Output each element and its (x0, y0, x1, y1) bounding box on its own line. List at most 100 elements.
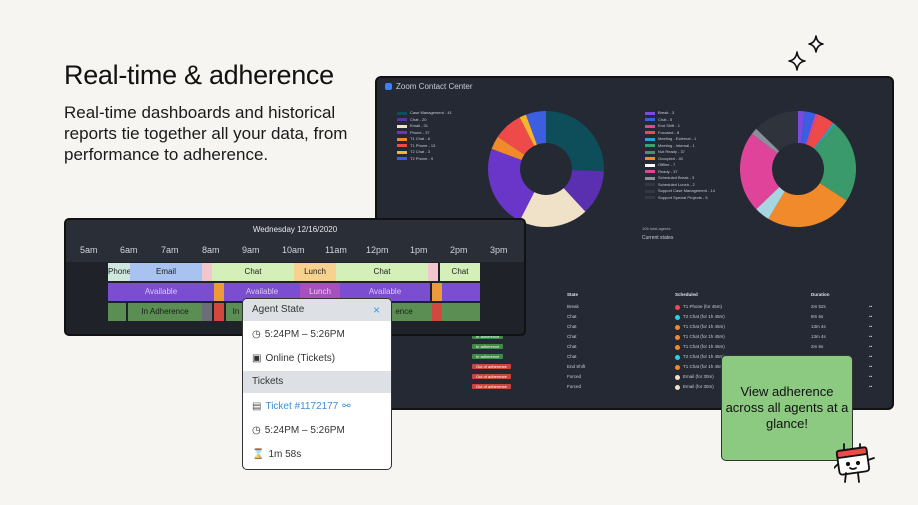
time-label: 1pm (410, 245, 428, 255)
col-scheduled[interactable]: Scheduled (675, 292, 698, 297)
donut-slice[interactable] (759, 112, 794, 150)
table-row[interactable]: Out of adherence Forced Email (for 30m) •• (377, 382, 892, 392)
donut-slice[interactable] (813, 122, 835, 149)
block-red[interactable] (432, 303, 442, 321)
activity-dot-icon (675, 314, 680, 320)
legend-item: Support Special Projects - 5 (645, 195, 715, 202)
legend-item: Occupied - 40 (645, 156, 715, 163)
total-agents: 106 total agents (642, 226, 671, 231)
block-red[interactable] (214, 303, 224, 321)
scheduled-cell: Email (for 30m) (683, 384, 714, 389)
donut-slice[interactable] (798, 111, 805, 144)
time-label: 9am (242, 245, 260, 255)
scheduled-cell: T1 Chat (for 1h 45m) (683, 324, 725, 329)
more-icon[interactable]: •• (869, 344, 873, 349)
donut-slice[interactable] (519, 188, 586, 227)
col-duration[interactable]: Duration (811, 292, 830, 297)
table-row[interactable]: Chat T1 Chat (for 1h 45m) 13m 4s •• (377, 322, 892, 332)
block-orange[interactable] (432, 283, 442, 301)
more-icon[interactable]: •• (869, 384, 873, 389)
donut-slice[interactable] (525, 111, 546, 145)
block-green[interactable] (442, 303, 480, 321)
more-icon[interactable]: •• (869, 354, 873, 359)
block-break[interactable] (202, 263, 212, 281)
legend-label: Case Management - 41 (410, 110, 452, 115)
block-available[interactable]: Available (108, 283, 214, 301)
donut-slice[interactable] (756, 125, 781, 151)
block-break[interactable] (428, 263, 438, 281)
scheduled-cell: T1 Chat (for 1h 45m) (683, 334, 725, 339)
block-available[interactable]: Available (340, 283, 430, 301)
table-row[interactable]: In adherence Chat T1 Chat (for 1h 45m) 13m … (377, 332, 892, 342)
donut-slice[interactable] (751, 128, 780, 154)
activity-dot-icon (675, 384, 680, 390)
donut-slice[interactable] (497, 117, 535, 155)
legend-label: Phone - 37 (410, 129, 430, 135)
block-chat[interactable]: Chat (440, 263, 480, 281)
donut-slice[interactable] (740, 133, 780, 210)
legend-label: Scheduled Break - 3 (658, 175, 695, 180)
block-orange[interactable] (214, 283, 224, 301)
legend-label: Scheduled Lunch - 2 (658, 181, 695, 187)
legend-label: Chat - 5 (658, 116, 673, 122)
more-icon[interactable]: •• (869, 374, 873, 379)
block-chat[interactable]: Chat (212, 263, 294, 281)
block-green[interactable] (108, 303, 126, 321)
ticket-link[interactable]: Ticket #1172177 (265, 401, 339, 412)
activity-dot-icon (675, 374, 680, 380)
legend-swatch (645, 118, 655, 122)
legend-swatch (645, 144, 655, 148)
more-icon[interactable]: •• (869, 304, 873, 309)
donut-slice[interactable] (546, 111, 604, 172)
more-icon[interactable]: •• (869, 334, 873, 339)
block-chat[interactable]: Chat (336, 263, 428, 281)
link-icon[interactable]: ⚯ (342, 401, 351, 412)
close-icon[interactable]: × (372, 303, 380, 317)
donut-slice[interactable] (519, 114, 538, 146)
legend-swatch (397, 131, 407, 135)
donut-slice[interactable] (815, 125, 856, 201)
more-icon[interactable]: •• (869, 314, 873, 319)
legend-item: Meeting - External - 1 (645, 136, 715, 143)
donut-slice[interactable] (805, 113, 818, 145)
block-lunch[interactable]: Lunch (300, 283, 340, 301)
legend-swatch (645, 124, 655, 128)
state-cell: Chat (567, 324, 577, 329)
donut-slice[interactable] (488, 148, 535, 221)
block-available[interactable]: Available (224, 283, 300, 301)
donut-slice[interactable] (563, 170, 604, 212)
duration-cell: 13m 4s (811, 334, 826, 339)
time-label: 12pm (366, 245, 389, 255)
popup-header: Agent State × (243, 299, 391, 321)
legend-swatch (397, 150, 407, 154)
table-row[interactable]: Out of adherence End Shift T1 Chat (for 1h… (377, 362, 892, 372)
block-email[interactable]: Email (130, 263, 202, 281)
block-in-adherence[interactable]: In Adherence (128, 303, 202, 321)
donut-slice[interactable] (814, 124, 837, 150)
donut-slice[interactable] (800, 111, 816, 145)
ticket-link-row[interactable]: ▤ Ticket #1172177 ⚯ (252, 401, 351, 412)
table-row[interactable]: In adherence Chat T1 Chat (for 1h 45m) 2m 6… (377, 342, 892, 352)
legend-swatch (645, 176, 655, 180)
block-phone[interactable]: Phone (108, 263, 130, 281)
table-row[interactable]: Out of adherence Forced Email (for 30m) •• (377, 372, 892, 382)
donut-slice[interactable] (786, 111, 798, 144)
block-available[interactable] (442, 283, 480, 301)
table-row[interactable]: In adherence Chat T2 Chat (for 1h 45m) •• (377, 352, 892, 362)
table-row[interactable]: Chat T2 Chat (for 1h 45m) 8m 6s •• (377, 312, 892, 322)
table-row[interactable]: Break T1 Phone (for 45m) 2m 52s •• (377, 302, 892, 312)
donut-slice[interactable] (491, 136, 525, 161)
donut-slice[interactable] (806, 114, 834, 149)
col-state[interactable]: State (567, 292, 579, 297)
zoom-icon (385, 83, 392, 90)
block-lunch[interactable]: Lunch (294, 263, 336, 281)
more-icon[interactable]: •• (869, 324, 873, 329)
legend-item: Chat - 20 (397, 117, 452, 124)
block-gray[interactable] (202, 303, 212, 321)
block-in-adherence[interactable]: In (226, 303, 246, 321)
donut-slice[interactable] (756, 187, 785, 219)
more-icon[interactable]: •• (869, 364, 873, 369)
hourglass-icon: ⌛ (252, 449, 265, 460)
donut-slice[interactable] (768, 183, 847, 227)
legend-label: Occupied - 40 (658, 155, 683, 161)
